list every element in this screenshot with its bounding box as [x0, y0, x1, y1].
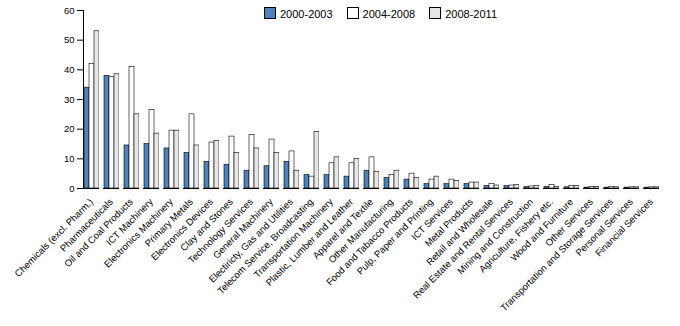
svg-text:General Machinery: General Machinery [210, 196, 276, 261]
html-text:2004-2008: 2004-2008 [362, 8, 416, 20]
svg-text:Metal Products: Metal Products [422, 196, 476, 249]
html-text:2000-2003: 2000-2003 [280, 8, 333, 20]
svg-text:Plastic, Lumber and Leather: Plastic, Lumber and Leather [263, 196, 356, 288]
svg-text:40: 40 [64, 64, 75, 75]
svg-text:Apparel and Textile: Apparel and Textile [310, 196, 376, 261]
svg-text:Electiricty, Gas and Utilities: Electiricty, Gas and Utilities [206, 196, 296, 285]
svg-text:Pulp, Paper and Printing: Pulp, Paper and Printing [354, 196, 435, 277]
svg-text:50: 50 [64, 34, 75, 45]
svg-text:Personal Services: Personal Services [573, 196, 636, 258]
svg-text:Real Estate and Rental Service: Real Estate and Rental Services [410, 196, 516, 301]
svg-text:Primary Metals: Primary Metals [142, 196, 196, 249]
svg-text:0: 0 [69, 183, 74, 194]
svg-text:Telecom Service, Broadcasting: Telecom Service, Broadcasting [215, 196, 316, 297]
svg-text:Financial Services: Financial Services [593, 196, 655, 258]
svg-text:Agriculture, Fishery etc.: Agriculture, Fishery etc. [476, 196, 556, 275]
svg-text:Other Services: Other Services [542, 196, 596, 249]
svg-text:Transportation and Storage Ser: Transportation and Storage Services [498, 196, 616, 314]
svg-text:10: 10 [64, 153, 75, 164]
svg-text:ICT Machinery: ICT Machinery [103, 196, 156, 248]
svg-text:Retail and Wholesale: Retail and Wholesale [423, 196, 496, 268]
svg-text:Food and Tabacco Products: Food and Tabacco Products [324, 196, 415, 287]
svg-text:Wood and Furniture: Wood and Furniture [508, 196, 576, 264]
svg-text:30: 30 [64, 94, 75, 105]
svg-text:Technology Services: Technology Services [185, 196, 256, 266]
html-text:2008-2011: 2008-2011 [445, 8, 497, 20]
svg-text:Electronics Devices: Electronics Devices [148, 196, 216, 263]
svg-text:Other Manufacturing: Other Manufacturing [326, 196, 396, 266]
svg-text:Chemicals (excl. Pharm.): Chemicals (excl. Pharm.) [12, 196, 95, 279]
svg-text:Mining and Construction: Mining and Construction [455, 196, 535, 276]
svg-text:Transportation Machinery: Transportation Machinery [251, 196, 335, 280]
svg-text:Oil and Coal Products: Oil and Coal Products [61, 196, 136, 270]
svg-text:60: 60 [64, 5, 75, 16]
svg-text:Clay and Stones: Clay and Stones [178, 196, 236, 254]
svg-text:ICT Services: ICT Services [409, 196, 456, 243]
svg-text:Pharmaceuticals: Pharmaceuticals [57, 196, 116, 254]
svg-text:20: 20 [64, 123, 75, 134]
svg-text:Electronics Machinery: Electronics Machinery [101, 196, 176, 270]
